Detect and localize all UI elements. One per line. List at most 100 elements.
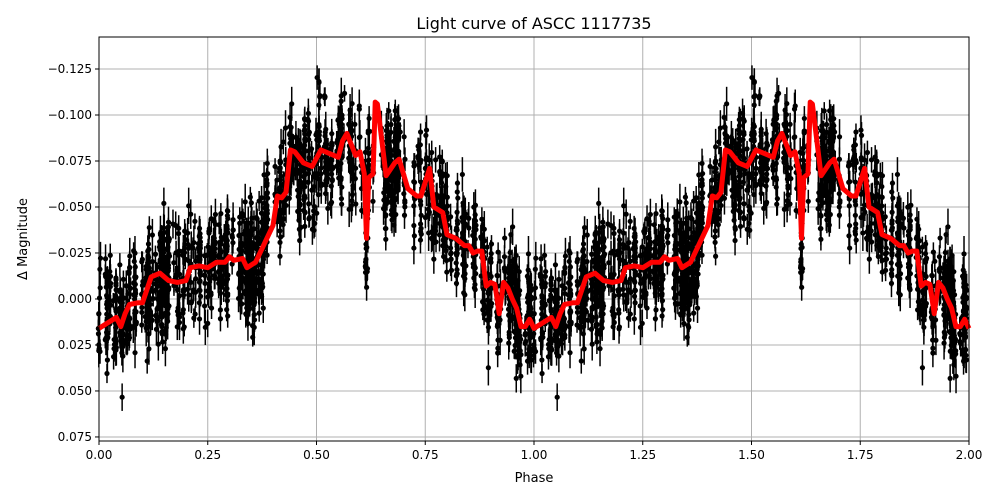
data-point (479, 216, 485, 222)
data-point (532, 348, 539, 355)
data-point (748, 210, 754, 216)
data-point (741, 214, 747, 221)
data-point (741, 201, 747, 207)
data-point (230, 227, 236, 233)
data-point (914, 216, 920, 222)
data-point (922, 251, 929, 257)
data-point (104, 370, 110, 377)
data-point (453, 273, 459, 279)
data-point (339, 184, 345, 190)
data-point (730, 137, 736, 143)
data-point (180, 307, 186, 313)
data-point (256, 310, 262, 316)
data-point (171, 260, 177, 266)
data-point (665, 227, 671, 233)
data-point (611, 230, 617, 237)
data-point (287, 114, 293, 120)
data-point (97, 285, 103, 291)
data-point (218, 211, 224, 217)
data-point (309, 187, 315, 193)
data-point (202, 303, 208, 309)
data-point (889, 273, 895, 279)
data-point (188, 211, 194, 217)
data-point (146, 224, 152, 231)
data-point (202, 253, 208, 259)
data-point (352, 121, 358, 127)
data-point (866, 256, 872, 262)
data-point (556, 276, 562, 282)
data-point (793, 207, 799, 214)
data-point (314, 210, 320, 216)
data-point (615, 250, 622, 256)
data-point (356, 134, 362, 141)
data-point (97, 348, 103, 355)
data-point (146, 246, 152, 252)
data-point (461, 290, 467, 296)
data-point (641, 251, 647, 257)
data-point (259, 285, 265, 291)
data-point (771, 116, 777, 123)
data-point (139, 259, 145, 265)
data-point (539, 370, 545, 377)
data-point (791, 134, 797, 141)
data-point (837, 200, 843, 206)
data-point (699, 160, 705, 167)
data-point (180, 250, 186, 256)
data-point (206, 251, 212, 257)
data-point (944, 270, 950, 277)
data-point (652, 316, 658, 322)
data-point (744, 226, 750, 232)
data-point (623, 279, 629, 285)
data-point (578, 358, 584, 364)
data-point (637, 303, 643, 309)
data-point (126, 268, 132, 275)
data-point (539, 330, 546, 336)
data-point (186, 203, 192, 209)
data-point (488, 259, 494, 265)
data-point (923, 241, 929, 247)
data-point (186, 292, 192, 298)
data-point (356, 106, 362, 112)
data-point (945, 224, 951, 230)
data-points (95, 65, 970, 411)
data-point (639, 294, 646, 300)
data-point (693, 285, 699, 291)
data-point (616, 237, 623, 243)
data-point (145, 270, 152, 277)
data-point (207, 275, 213, 281)
data-point (217, 316, 224, 322)
data-point (120, 276, 126, 282)
data-point (444, 269, 450, 275)
data-point (359, 207, 365, 214)
data-point (518, 373, 524, 379)
data-point (539, 357, 545, 363)
data-point (621, 203, 627, 209)
data-point (264, 160, 270, 167)
data-point (353, 201, 359, 207)
data-point (922, 259, 929, 265)
data-point (561, 268, 567, 275)
data-point (448, 267, 455, 273)
data-point (339, 201, 345, 207)
data-point (567, 250, 573, 256)
data-point (749, 175, 755, 181)
data-point (606, 260, 612, 266)
data-point (173, 222, 179, 229)
data-point (589, 251, 595, 257)
data-point (522, 340, 528, 347)
data-point (753, 182, 759, 189)
data-point (488, 251, 494, 257)
data-point (339, 113, 345, 119)
data-point (448, 250, 454, 256)
data-point (624, 300, 630, 306)
data-point (805, 198, 811, 204)
data-point (312, 220, 318, 226)
data-point (580, 246, 586, 252)
data-point (691, 310, 697, 316)
data-point (532, 285, 539, 291)
data-point (370, 198, 376, 204)
data-point (402, 156, 408, 162)
data-point (196, 316, 203, 322)
data-point (431, 256, 437, 262)
